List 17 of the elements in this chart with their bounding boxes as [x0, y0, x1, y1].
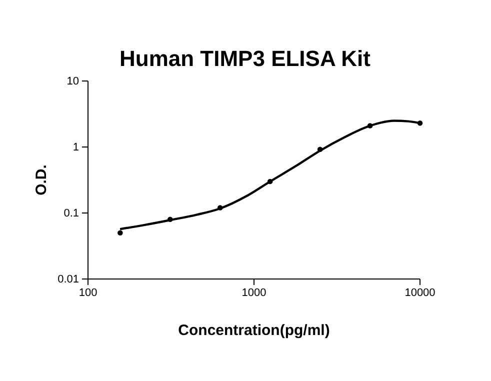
point	[317, 146, 323, 152]
point	[367, 123, 373, 128]
point	[267, 178, 273, 184]
x-axis-title: Concentration(pg/ml)	[178, 322, 330, 339]
y-tick-label: 10	[66, 76, 79, 88]
x-tick-label: 1000	[242, 286, 266, 299]
point	[417, 120, 423, 126]
y-tick-label: 0.01	[58, 274, 79, 286]
point	[168, 216, 173, 222]
y-axis-title: O.D.	[33, 164, 50, 196]
chart-title: Human TIMP3 ELISA Kit	[120, 46, 372, 71]
point	[118, 230, 123, 236]
point	[217, 205, 223, 210]
x-tick-label: 100	[78, 286, 98, 299]
y-tick-label: 0.1	[64, 208, 79, 220]
x-tick-label: 10000	[404, 286, 436, 299]
y-tick-label: 1	[72, 142, 79, 154]
